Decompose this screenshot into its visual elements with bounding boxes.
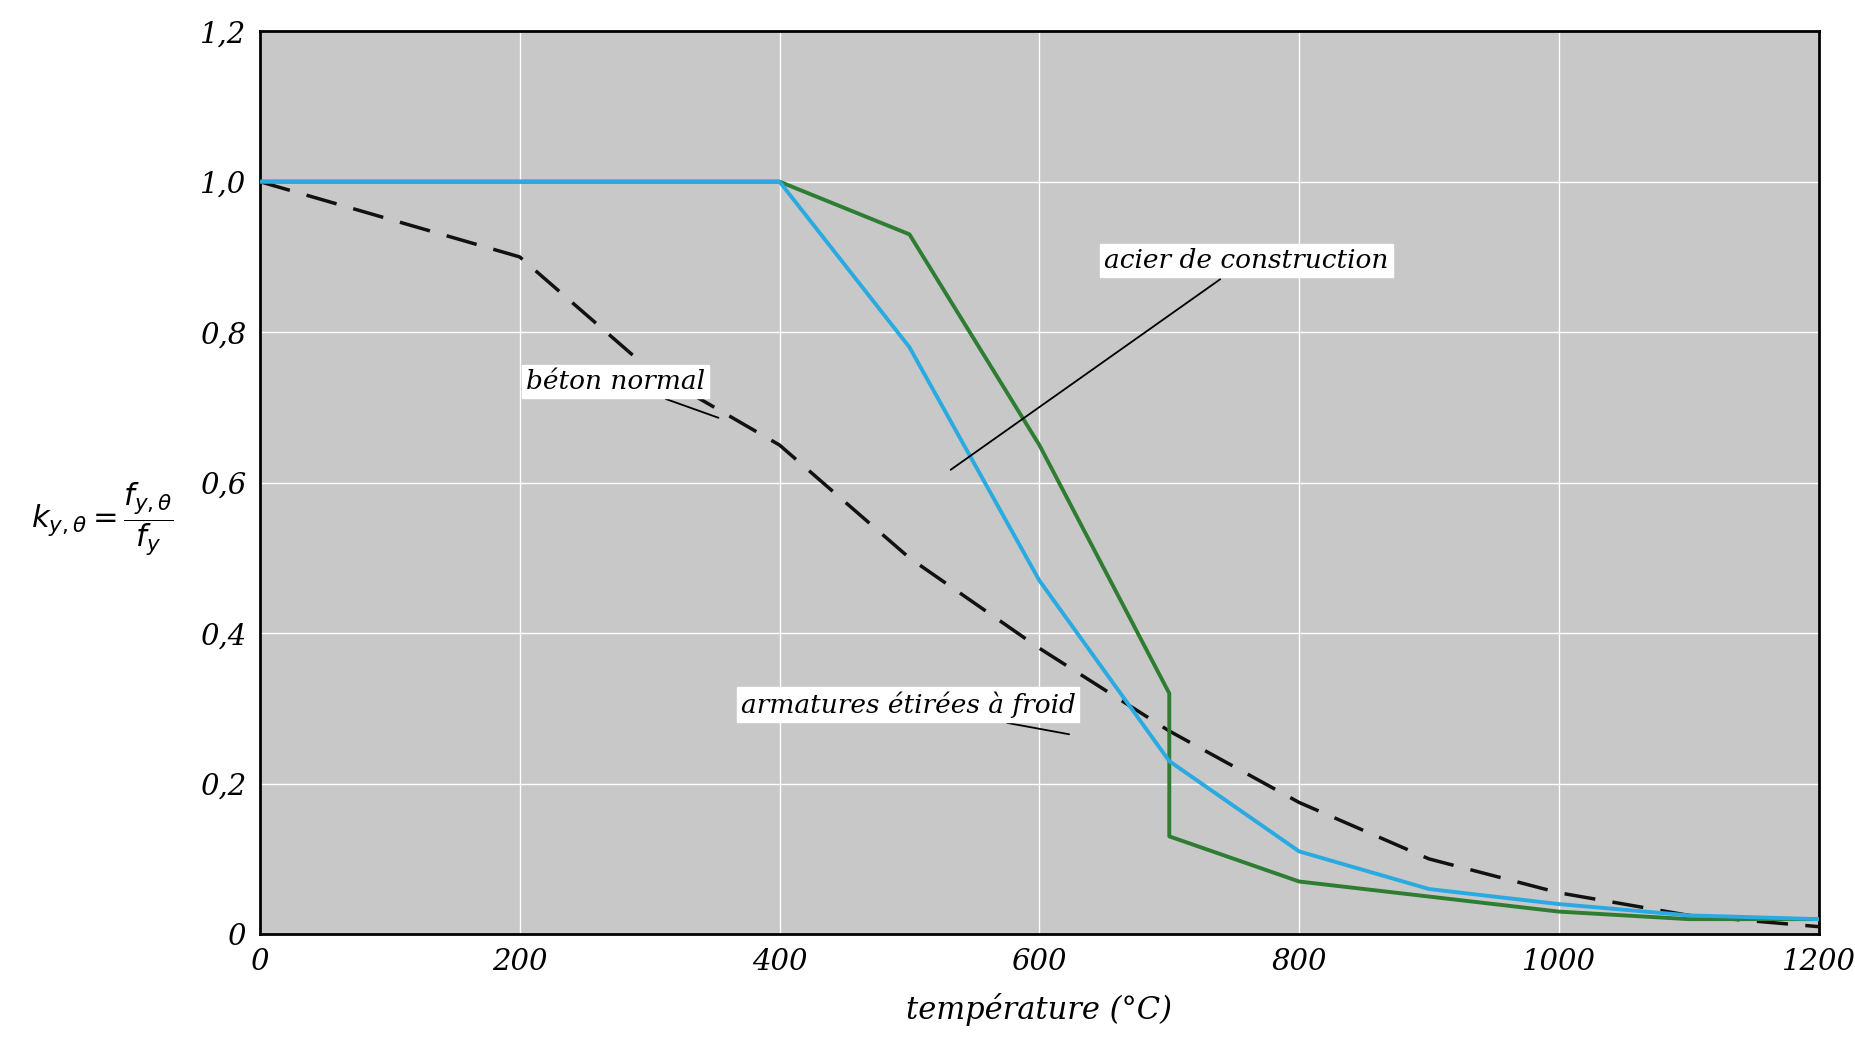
Text: armatures étirées à froid: armatures étirées à froid	[740, 691, 1074, 734]
X-axis label: température (°C): température (°C)	[905, 992, 1172, 1026]
Text: acier de construction: acier de construction	[950, 248, 1388, 470]
Text: béton normal: béton normal	[527, 368, 718, 417]
Text: $k_{y,\theta} = \dfrac{f_{y,\theta}}{f_y}$: $k_{y,\theta} = \dfrac{f_{y,\theta}}{f_y…	[32, 481, 173, 557]
